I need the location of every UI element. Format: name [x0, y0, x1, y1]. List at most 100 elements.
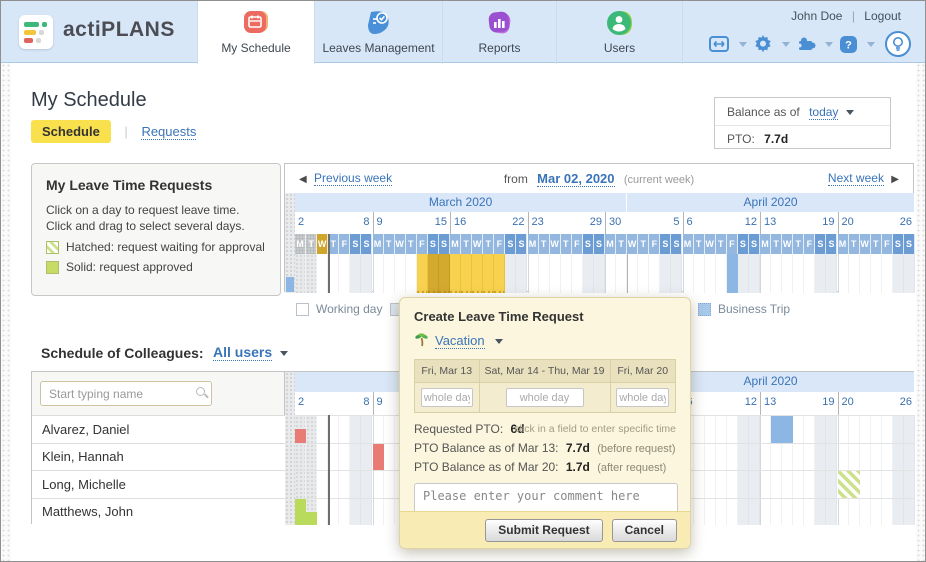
duration-input[interactable]: [505, 388, 584, 407]
day-cell[interactable]: [306, 471, 318, 498]
settings-gear-icon[interactable]: [753, 34, 773, 54]
day-cell[interactable]: [350, 416, 362, 443]
leave-block-red[interactable]: [372, 443, 384, 470]
date-range-icon[interactable]: [708, 34, 730, 54]
day-cell[interactable]: [671, 254, 683, 293]
duration-input[interactable]: [420, 388, 473, 407]
day-cell[interactable]: [826, 254, 838, 293]
selected-vacation-day[interactable]: [427, 254, 439, 293]
day-cell[interactable]: [892, 443, 904, 470]
day-cell[interactable]: [760, 443, 772, 470]
selected-vacation-day[interactable]: [483, 254, 495, 293]
day-cell[interactable]: [505, 254, 517, 293]
day-cell[interactable]: [848, 416, 860, 443]
day-cell[interactable]: [715, 416, 727, 443]
day-cell[interactable]: [605, 254, 617, 293]
day-cell[interactable]: [295, 443, 307, 470]
day-cell[interactable]: [782, 498, 794, 525]
tab-reports[interactable]: Reports: [443, 1, 557, 64]
day-cell[interactable]: [726, 471, 738, 498]
day-cell[interactable]: [881, 498, 893, 525]
day-cell[interactable]: [627, 254, 639, 293]
day-cell[interactable]: [771, 498, 783, 525]
tab-requests-link[interactable]: Requests: [141, 124, 197, 140]
day-cell[interactable]: [837, 254, 849, 293]
leave-block-approved[interactable]: [295, 498, 307, 525]
day-cell[interactable]: [704, 254, 716, 293]
day-cell[interactable]: [859, 498, 871, 525]
day-cell[interactable]: [383, 471, 395, 498]
day-cell[interactable]: [870, 443, 882, 470]
day-cell[interactable]: [306, 443, 318, 470]
cancel-button[interactable]: Cancel: [611, 518, 677, 542]
leave-block-approved[interactable]: [306, 511, 318, 525]
day-cell[interactable]: [383, 443, 395, 470]
day-cell[interactable]: [350, 254, 362, 293]
day-cell[interactable]: [516, 254, 528, 293]
day-cell[interactable]: [295, 471, 307, 498]
day-cell[interactable]: [837, 498, 849, 525]
day-cell[interactable]: [693, 416, 705, 443]
day-cell[interactable]: [372, 416, 384, 443]
day-cell[interactable]: [715, 498, 727, 525]
day-cell[interactable]: [328, 443, 340, 470]
day-cell[interactable]: [748, 471, 760, 498]
duration-input[interactable]: [616, 388, 670, 407]
day-cell[interactable]: [383, 254, 395, 293]
day-cell[interactable]: [317, 254, 329, 293]
leave-block-business-trip-continuation[interactable]: [286, 277, 294, 292]
day-cell[interactable]: [848, 254, 860, 293]
day-cell[interactable]: [317, 498, 329, 525]
day-cell[interactable]: [826, 498, 838, 525]
day-cell[interactable]: [361, 471, 373, 498]
day-cell[interactable]: [793, 254, 805, 293]
day-cell[interactable]: [870, 471, 882, 498]
day-cell[interactable]: [804, 416, 816, 443]
day-cell[interactable]: [771, 471, 783, 498]
day-cell[interactable]: [383, 416, 395, 443]
day-cell[interactable]: [737, 254, 749, 293]
day-cell[interactable]: [328, 254, 340, 293]
chevron-down-icon[interactable]: [825, 41, 833, 47]
tab-schedule-active[interactable]: Schedule: [31, 120, 111, 143]
day-cell[interactable]: [782, 254, 794, 293]
day-cell[interactable]: [715, 443, 727, 470]
day-cell[interactable]: [903, 471, 915, 498]
day-cell[interactable]: [317, 416, 329, 443]
day-cell[interactable]: [815, 443, 827, 470]
day-cell[interactable]: [870, 254, 882, 293]
day-cell[interactable]: [726, 443, 738, 470]
day-cell[interactable]: [372, 471, 384, 498]
day-cell[interactable]: [815, 498, 827, 525]
leave-block-pending[interactable]: [837, 471, 860, 498]
day-cell[interactable]: [361, 498, 373, 525]
day-cell[interactable]: [704, 498, 716, 525]
day-cell[interactable]: [748, 443, 760, 470]
day-cell[interactable]: [339, 498, 351, 525]
day-cell[interactable]: [804, 498, 816, 525]
day-cell[interactable]: [328, 416, 340, 443]
day-cell[interactable]: [571, 254, 583, 293]
balance-date-link[interactable]: today: [809, 105, 839, 120]
day-cell[interactable]: [771, 254, 783, 293]
day-cell[interactable]: [306, 416, 318, 443]
day-cell[interactable]: [782, 443, 794, 470]
day-cell[interactable]: [339, 254, 351, 293]
day-cell[interactable]: [760, 471, 772, 498]
day-cell[interactable]: [859, 254, 871, 293]
day-cell[interactable]: [372, 254, 384, 293]
day-cell[interactable]: [339, 416, 351, 443]
selected-vacation-day[interactable]: [494, 254, 506, 293]
all-users-link[interactable]: All users: [213, 344, 273, 361]
day-cell[interactable]: [748, 254, 760, 293]
day-cell[interactable]: [881, 471, 893, 498]
day-cell[interactable]: [582, 254, 594, 293]
day-cell[interactable]: [782, 471, 794, 498]
day-cell[interactable]: [815, 254, 827, 293]
day-cell[interactable]: [771, 443, 783, 470]
day-cell[interactable]: [837, 416, 849, 443]
day-cell[interactable]: [715, 254, 727, 293]
day-cell[interactable]: [560, 254, 572, 293]
day-cell[interactable]: [339, 443, 351, 470]
day-cell[interactable]: [793, 471, 805, 498]
